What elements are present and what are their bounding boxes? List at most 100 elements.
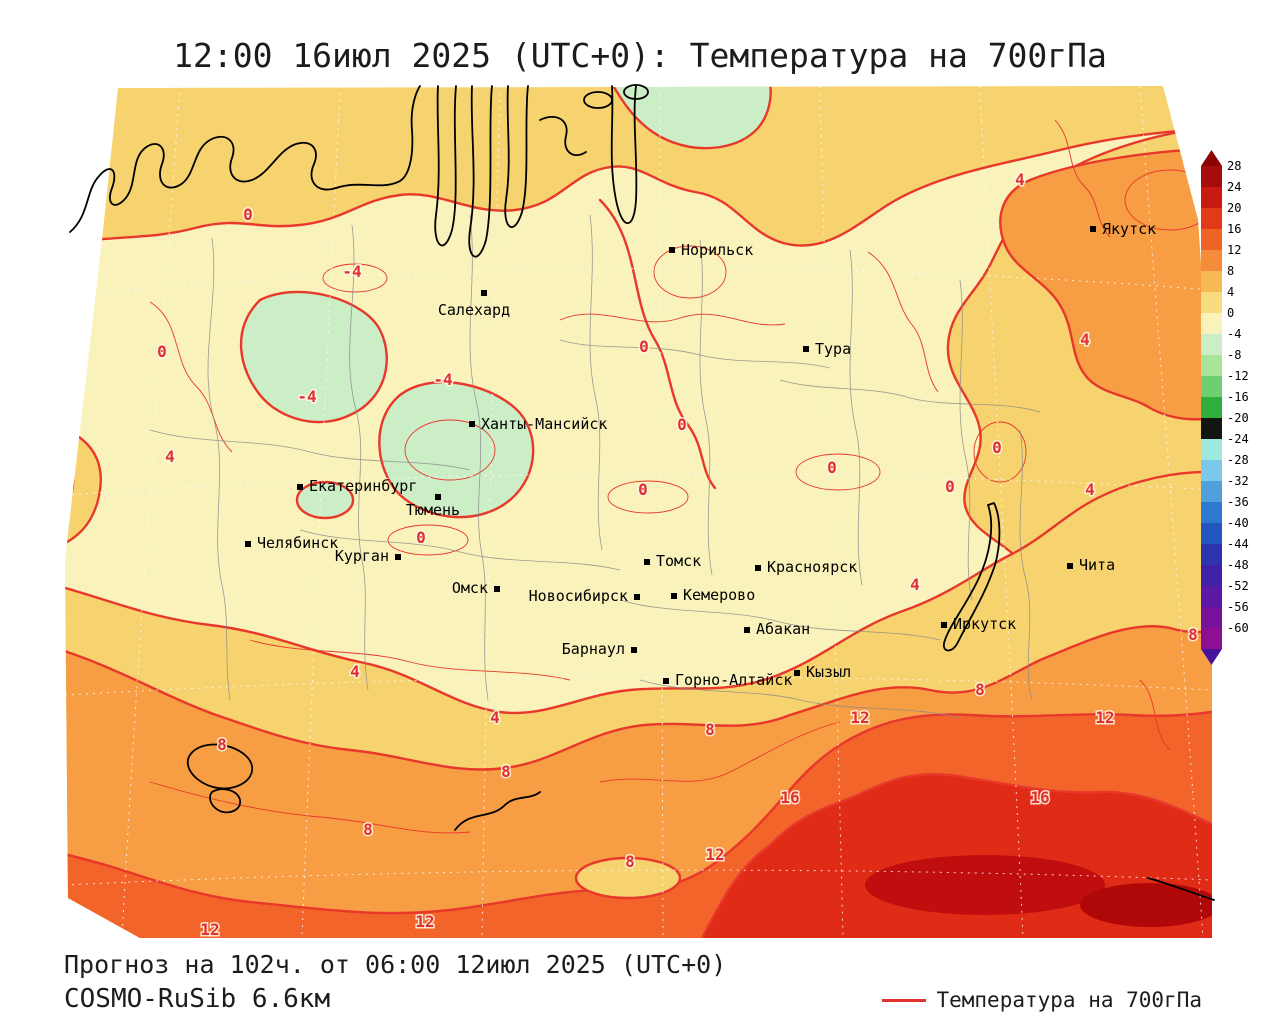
city-marker — [297, 484, 303, 490]
lake-baikal — [942, 502, 1001, 652]
island — [623, 84, 649, 100]
city-marker — [245, 541, 251, 547]
city-label: Чита — [1079, 556, 1115, 574]
model-info: COSMO-RuSib 6.6км — [64, 984, 331, 1014]
contour-label: 0 — [827, 458, 837, 477]
city-marker — [395, 554, 401, 560]
colorbar-cell — [1201, 376, 1222, 397]
city: Ханты-Мансийск — [469, 415, 607, 433]
contour-label: 12 — [705, 845, 724, 864]
city-label: Иркутск — [953, 615, 1016, 633]
colorbar-bottom-arrow — [1201, 649, 1222, 665]
contour-label: 8 — [975, 680, 985, 699]
colorbar-cell — [1201, 460, 1222, 481]
forecast-info: Прогноз на 102ч. от 06:00 12июл 2025 (UT… — [64, 950, 727, 979]
colorbar-tick-label: 12 — [1227, 243, 1241, 257]
contour-label: 0 — [638, 480, 648, 499]
colorbar-cell — [1201, 439, 1222, 460]
colorbar-tick-label: -16 — [1227, 390, 1249, 404]
city-label: Салехард — [438, 301, 510, 319]
city: Екатеринбург — [297, 477, 417, 495]
coastlines — [69, 84, 1215, 901]
colorbar-tick-label: -8 — [1227, 348, 1241, 362]
city: Челябинск — [245, 534, 338, 552]
city: Якутск — [1090, 220, 1156, 238]
colorbar-tick-label: 0 — [1227, 306, 1234, 320]
colorbar-cell — [1201, 565, 1222, 586]
colorbar-tick-label: 28 — [1227, 159, 1241, 173]
city-label: Екатеринбург — [309, 477, 417, 495]
contour-label: 12 — [850, 708, 869, 727]
colorbar-tick-label: 16 — [1227, 222, 1241, 236]
colorbar-cell — [1201, 586, 1222, 607]
contour-label: 8 — [1188, 625, 1198, 644]
colorbar-cell — [1201, 355, 1222, 376]
city-marker — [794, 670, 800, 676]
colorbar-tick-label: -60 — [1227, 621, 1249, 635]
city: Чита — [1067, 556, 1115, 574]
city-marker — [469, 421, 475, 427]
city-label: Тюмень — [406, 501, 460, 519]
city-marker — [481, 290, 487, 296]
contour-label: 8 — [363, 820, 373, 839]
city-marker — [644, 559, 650, 565]
contour-label: 0 — [157, 342, 167, 361]
colorbar-cell — [1201, 187, 1222, 208]
contour-label-layer: -4 -4 -4 0 0 0 0 0 0 0 0 0 4 4 4 4 4 4 4 8 8 8 8 8 8 8 12 12 12 12 12 1… — [156, 169, 1200, 941]
colorbar-cell — [1201, 166, 1222, 187]
colorbar: 28 24 20 16 12 8 4 0 -4 -8 -12 -16 -20 -24 -28 -32 -36 -4… — [1201, 150, 1249, 665]
colorbar-tick-label: 8 — [1227, 264, 1234, 278]
graticule — [65, 86, 1212, 938]
contour-label: -4 — [297, 387, 316, 406]
band-green-west-3 — [295, 480, 355, 520]
colorbar-cell — [1201, 502, 1222, 523]
city: Тюмень — [406, 494, 460, 519]
taz-bay-coast — [504, 85, 529, 228]
colorbar-tick-label: 20 — [1227, 201, 1241, 215]
city-label: Горно-Алтайск — [675, 671, 792, 689]
colorbar-cell — [1201, 334, 1222, 355]
band-green-west-2 — [378, 381, 535, 519]
city: Кызыл — [794, 663, 851, 681]
city-label: Норильск — [681, 241, 753, 259]
map-legend: Температура на 700гПа — [882, 988, 1202, 1012]
band-north-4-8 — [65, 86, 1212, 247]
colorbar-cell — [1201, 208, 1222, 229]
colorbar-tick-label: -24 — [1227, 432, 1249, 446]
city-label: Челябинск — [257, 534, 338, 552]
contour-label: 8 — [705, 720, 715, 739]
colorbar-cell — [1201, 481, 1222, 502]
contour-label: 4 — [1080, 330, 1090, 349]
city-marker — [941, 622, 947, 628]
city-label: Абакан — [756, 620, 810, 638]
colorbar-cell — [1201, 418, 1222, 439]
city: Омск — [452, 579, 500, 597]
major-contour-lines — [598, 198, 717, 490]
city-label: Якутск — [1102, 220, 1156, 238]
border-segment — [454, 791, 541, 831]
colorbar-cell — [1201, 292, 1222, 313]
city: Новосибирск — [529, 587, 640, 605]
colorbar-tick-label: -4 — [1227, 327, 1241, 341]
colorbar-cell — [1201, 271, 1222, 292]
colorbar-tick-label: -44 — [1227, 537, 1249, 551]
colorbar-cell — [1201, 607, 1222, 628]
contour-label: 4 — [165, 447, 175, 466]
contour-label: 12 — [1095, 708, 1114, 727]
city: Барнаул — [562, 640, 637, 658]
colorbar-tick-label: -40 — [1227, 516, 1249, 530]
contour-label: -4 — [342, 262, 361, 281]
contour-label: 4 — [1085, 480, 1095, 499]
border-segment-east — [1147, 877, 1215, 901]
band-south-20-24 — [865, 855, 1105, 915]
city-label: Омск — [452, 579, 488, 597]
contour-label: 0 — [639, 337, 649, 356]
city-label: Кемерово — [683, 586, 755, 604]
city-label: Томск — [656, 552, 701, 570]
city-marker — [744, 627, 750, 633]
band-ne-hot-spot — [1124, 169, 1212, 231]
band-green-west-1 — [239, 290, 388, 424]
city-label: Курган — [335, 547, 389, 565]
colorbar-cell — [1201, 313, 1222, 334]
